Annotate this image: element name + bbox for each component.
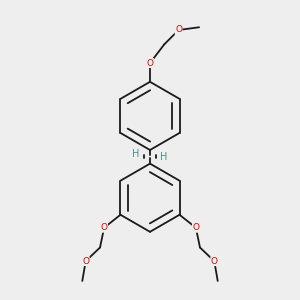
Text: O: O (82, 256, 89, 266)
Text: O: O (175, 26, 182, 34)
Text: O: O (211, 256, 218, 266)
Text: H: H (132, 149, 140, 159)
Text: O: O (192, 223, 200, 232)
Text: H: H (160, 152, 168, 162)
Text: O: O (146, 58, 154, 68)
Text: O: O (100, 223, 108, 232)
